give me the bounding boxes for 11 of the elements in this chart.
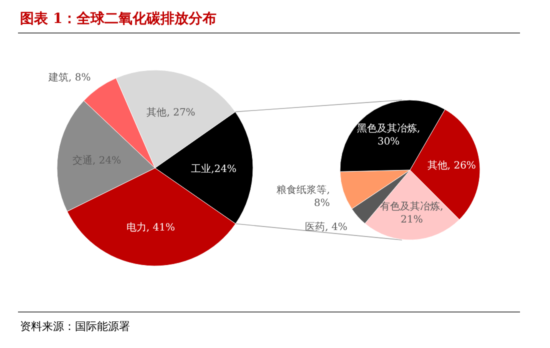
slice-label: 其他, 26% (427, 160, 476, 172)
slice-label: 有色及其冶炼, 21% (380, 200, 444, 226)
text: 资料来源：国际能源署 (20, 320, 130, 333)
slice-label: 粮食纸浆等, 8% (276, 184, 330, 209)
chart-title: 图表 1：全球二氧化碳排放分布 (20, 11, 217, 27)
slice-label: 黑色及其冶炼, 30% (356, 122, 420, 148)
slice-label: 建筑, 8% (48, 71, 91, 84)
slice-label: 医药, 4% (305, 220, 348, 233)
slice-label: 工业,24% (191, 162, 237, 175)
slice-label: 其他, 27% (146, 106, 196, 118)
slice-label: 电力, 41% (126, 222, 175, 234)
